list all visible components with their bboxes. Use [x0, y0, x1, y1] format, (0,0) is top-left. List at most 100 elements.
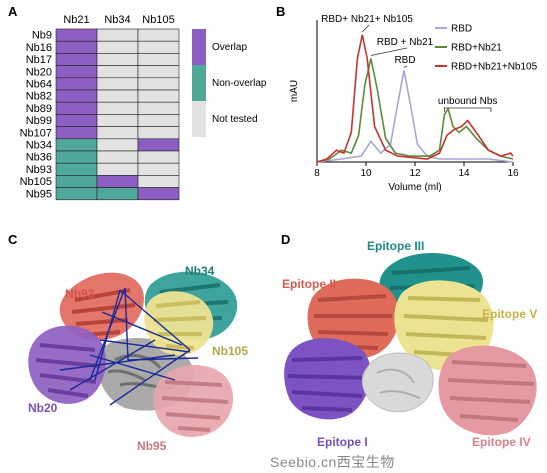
grid-cell [137, 89, 180, 103]
grid-cell [55, 150, 98, 164]
row-label: Nb107 [20, 127, 52, 139]
grid-cell [96, 175, 139, 188]
grid-cell [55, 65, 98, 79]
label-epitope-iii: Epitope III [367, 239, 424, 253]
label-nb105: Nb105 [212, 344, 248, 358]
grid-cell [137, 138, 180, 152]
grid-cell [55, 138, 98, 152]
epitope-iv-structure [438, 345, 537, 436]
grid-cell [96, 114, 139, 127]
panel-letter-d: D [281, 232, 291, 247]
nb105-structure [144, 291, 214, 356]
series-line [316, 70, 514, 163]
column-header: Nb105 [142, 14, 174, 26]
legend-label: Not tested [212, 114, 258, 125]
x-tick-label: 10 [360, 168, 372, 179]
legend-label: RBD [451, 24, 472, 35]
label-epitope-ii: Epitope II [282, 277, 336, 291]
grid-cell [55, 101, 98, 115]
row-label: Nb16 [26, 42, 52, 54]
nb20-structure [28, 325, 106, 404]
label-nb20: Nb20 [28, 401, 58, 415]
row-label: Nb95 [26, 188, 52, 200]
x-tick-label: 14 [458, 168, 470, 179]
grid-cell [96, 162, 139, 176]
grid-cell [137, 77, 180, 91]
grid-cell [55, 40, 98, 54]
legend-swatch [192, 101, 206, 137]
grid-cell [96, 28, 139, 42]
grid-cell [55, 126, 98, 140]
legend-label: RBD+Nb21 [451, 43, 502, 54]
grid-cell [137, 53, 180, 66]
grid-cell [137, 40, 180, 54]
label-nb93: Nb93 [65, 287, 95, 301]
crosslink-lines [59, 287, 199, 406]
panel-letter-a: A [8, 4, 18, 19]
panel-letter-b: B [276, 4, 286, 19]
unbound-bracket [444, 107, 492, 112]
column-header: Nb21 [63, 14, 89, 26]
row-label: Nb64 [26, 79, 52, 91]
grid-cell [55, 162, 98, 176]
grid-cell [137, 187, 180, 201]
grid-cell [55, 175, 98, 188]
chromatogram-chart: 8 10 12 14 16 Volume (ml) mAU RBD+ Nb21+ Nb105… [289, 14, 538, 193]
legend-label: Non-overlap [212, 78, 267, 89]
annotation-label: RBD + Nb21 [377, 37, 434, 48]
grid-cell [55, 53, 98, 66]
row-label: Nb82 [26, 91, 52, 103]
competition-grid: Nb21 Nb34 Nb105 Nb9Nb16Nb17Nb20Nb64Nb82Nb8… [20, 14, 267, 201]
grid-cell [137, 65, 180, 79]
annotation-leader [403, 65, 408, 68]
structure-panel-c: Nb93 Nb34 Nb105 Nb20 Nb95 [28, 264, 248, 453]
grid-cell [55, 77, 98, 91]
grid-cell [55, 28, 98, 42]
grid-cell [137, 150, 180, 164]
grid-cell [96, 101, 139, 115]
x-tick-label: 12 [409, 168, 421, 179]
column-header: Nb34 [104, 14, 130, 26]
annotation-label: RBD [394, 55, 415, 66]
legend-label: Overlap [212, 42, 247, 53]
panel-letter-c: C [8, 232, 18, 247]
grid-cell [96, 150, 139, 164]
row-label: Nb17 [26, 54, 52, 66]
grid-cell [55, 89, 98, 103]
epitope-i-structure [284, 338, 371, 420]
label-epitope-v: Epitope V [482, 307, 537, 321]
label-nb34: Nb34 [185, 264, 215, 278]
grid-cell [96, 65, 139, 79]
grid-cell [96, 138, 139, 152]
grid-cell [137, 175, 180, 188]
annotation-label: RBD+ Nb21+ Nb105 [321, 14, 413, 25]
grid-cell [96, 89, 139, 103]
row-label: Nb89 [26, 103, 52, 115]
rbd-surface [361, 352, 434, 413]
series-line [316, 58, 514, 163]
nb93-structure [59, 272, 144, 341]
grid-cell [96, 126, 139, 140]
grid-cell [137, 126, 180, 140]
grid-cell [96, 77, 139, 91]
row-label: Nb93 [26, 164, 52, 176]
label-epitope-iv: Epitope IV [472, 435, 531, 449]
x-tick-label: 8 [314, 168, 320, 179]
annotation-label: unbound Nbs [438, 96, 498, 107]
label-nb95: Nb95 [137, 439, 167, 453]
x-axis-label: Volume (ml) [388, 182, 441, 193]
series-line [316, 34, 514, 163]
grid-cell [137, 28, 180, 42]
row-label: Nb9 [32, 30, 52, 42]
y-axis-label: mAU [289, 80, 300, 102]
annotation-leader [370, 47, 408, 56]
legend-swatch [192, 65, 206, 101]
watermark: Seebio.cn西宝生物 [270, 454, 395, 470]
grid-cell [96, 53, 139, 66]
grid-cell [137, 162, 180, 176]
grid-cell [137, 114, 180, 127]
row-label: Nb99 [26, 115, 52, 127]
structure-panel-d: Epitope III Epitope II Epitope V Epitope… [282, 239, 537, 449]
label-epitope-i: Epitope I [317, 435, 368, 449]
grid-cell [137, 101, 180, 115]
